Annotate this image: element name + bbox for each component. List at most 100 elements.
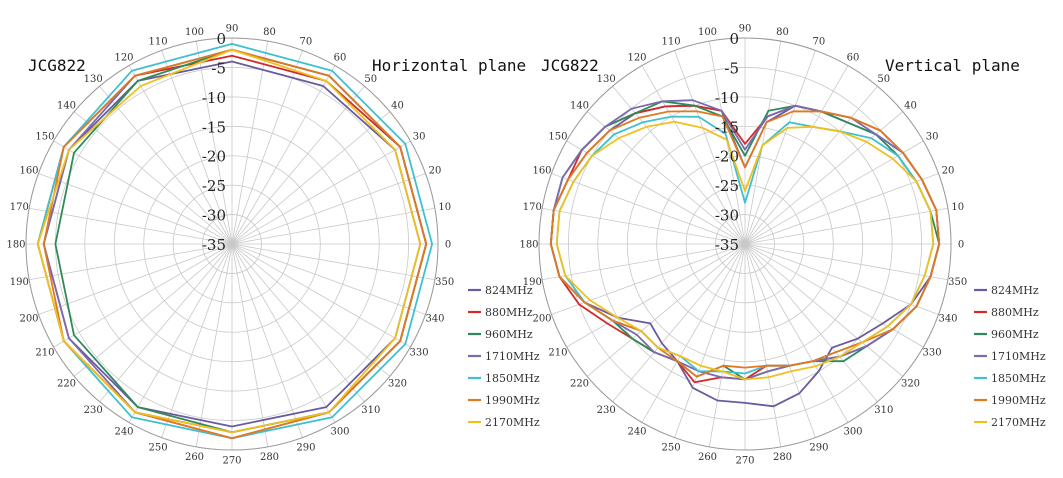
angle-tick-label: 210 [35,348,54,359]
angle-tick-label: 240 [627,427,646,438]
grid-spoke [708,243,746,447]
grid-spoke [674,243,746,438]
angle-tick-label: 240 [114,427,133,438]
grid-spoke [231,243,365,403]
grid-spoke [99,85,233,245]
angle-tick-label: 160 [19,166,38,177]
grid-spoke [612,85,746,245]
grid-spoke [53,243,233,348]
grid-spoke [161,50,233,245]
angle-tick-label: 290 [296,443,315,454]
grid-spoke [231,173,426,245]
legend-label: 1710MHz [991,350,1046,363]
angle-tick-label: 340 [425,313,444,324]
angle-tick-label: 250 [149,443,168,454]
grid-spoke [231,111,391,245]
grid-spoke [744,111,904,245]
grid-spoke [161,243,233,438]
angle-tick-label: 170 [523,202,542,213]
angle-tick-label: 350 [435,277,454,288]
legend: 824MHz 880MHz 960MHz 1710MHz 1850MHz 1990MHz 2… [974,284,1046,429]
angle-tick-label: 80 [776,27,789,38]
radial-tick-label: -15 [202,118,226,136]
angle-tick-label: 230 [597,405,616,416]
radial-tick-label: -25 [715,177,739,195]
angle-tick-label: 250 [662,443,681,454]
grid-spoke [566,140,746,245]
angle-tick-label: 190 [10,277,29,288]
angle-tick-label: 130 [84,74,103,85]
radial-tick-label: -25 [202,177,226,195]
legend-label: 960MHz [991,328,1039,341]
angle-tick-label: 140 [570,101,589,112]
chart-subtitle: JCG822 [541,56,599,75]
legend-label: 1990MHz [485,394,540,407]
grid-spoke [542,243,746,281]
radial-tick-label: -5 [211,59,226,77]
legend-label: 1990MHz [991,394,1046,407]
angle-tick-label: 330 [923,348,942,359]
angle-tick-label: 90 [226,24,239,35]
angle-tick-label: 0 [958,240,964,251]
grid-spoke [38,173,233,245]
grid-spoke [744,243,924,348]
grid-spoke [73,243,233,377]
outer-ring [538,37,952,451]
angle-tick-label: 60 [847,52,860,63]
grid-spoke [128,243,233,423]
legend-label: 2170MHz [991,416,1046,429]
grid-spoke [566,243,746,348]
radial-tick-label: -20 [202,148,226,166]
radial-tick-label: -5 [724,59,739,77]
radial-tick-label: -20 [715,148,739,166]
grid-spoke [542,207,746,245]
angle-tick-label: 70 [300,37,313,48]
angle-tick-label: 340 [938,313,957,324]
polar-chart-2: 0 -5 -10 -15 -20 -25 -30 -35 0 10 20 30 40 50 60 70 80 90… [519,24,1045,467]
angle-tick-label: 120 [114,52,133,63]
grid-spoke [744,243,849,423]
angle-tick-label: 200 [19,313,38,324]
angle-tick-label: 160 [532,166,551,177]
chart-title: Horizontal plane [372,56,526,75]
angle-tick-label: 150 [35,132,54,143]
angle-tick-label: 330 [410,348,429,359]
outer-ring [25,37,439,451]
series-line-1990MHz [549,110,941,378]
angle-tick-label: 280 [260,452,279,463]
series-line-2170MHz [36,48,422,434]
grid-spoke [195,243,233,447]
grid-spoke [231,41,269,245]
angle-tick-label: 320 [901,378,920,389]
angle-tick-label: 350 [948,277,967,288]
radial-tick-label: 0 [729,30,739,48]
grid-spoke [586,243,746,377]
angle-tick-label: 20 [942,166,955,177]
grid-spoke [231,207,435,245]
grid-spoke [29,243,233,281]
grid-spoke [99,243,233,403]
grid-spoke [231,140,411,245]
legend-label: 824MHz [485,284,533,297]
legend: 824MHz 880MHz 960MHz 1710MHz 1850MHz 1990MHz 2… [468,284,540,429]
angle-tick-label: 130 [597,74,616,85]
legend-label: 1710MHz [485,350,540,363]
angle-tick-label: 60 [334,52,347,63]
grid-spoke [231,243,426,315]
grid-spoke [231,243,269,447]
grid-spoke [744,243,782,447]
radial-tick-label: -35 [715,236,739,254]
grid-spoke [231,65,336,245]
grid-spoke [38,243,233,315]
radial-tick-label: -35 [202,236,226,254]
angle-tick-label: 300 [330,427,349,438]
grid-spoke [195,41,233,245]
grid-spoke [612,243,746,403]
angle-tick-label: 260 [698,452,717,463]
grid-spoke [231,243,336,423]
angle-tick-label: 30 [413,132,426,143]
grid-spoke [744,140,924,245]
angle-tick-label: 220 [570,378,589,389]
series-line-2170MHz [555,120,935,381]
